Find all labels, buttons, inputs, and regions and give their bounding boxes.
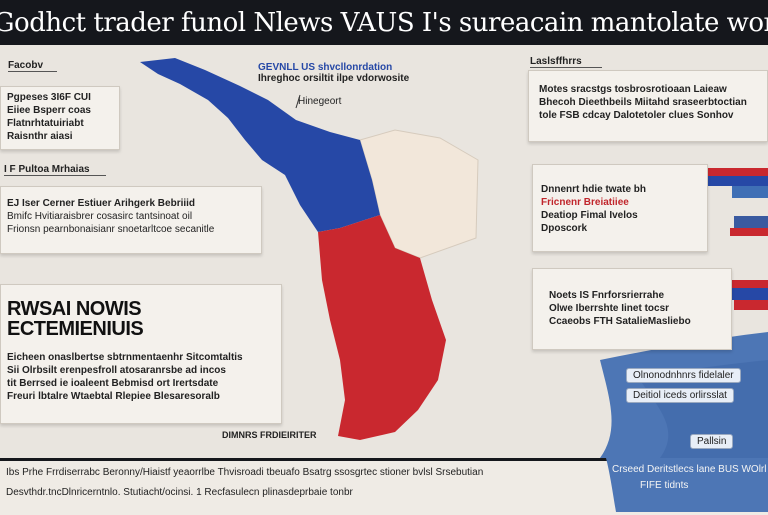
left-panel-1-line: Flatnrhtatuiriabt [7,118,84,129]
left-panel-3-line: Sii Olrbsilt erenpesfroll atosaranrsbe a… [7,365,226,376]
map-pointer-label: Hinegeort [298,96,342,107]
page-title: 0-Godhct trader funol Nlews VAUS I's sur… [0,7,768,38]
right-panel-2-line: Dposcork [541,223,588,234]
footer-line-1: Ibs Prhe Frrdiserrabc Beronny/Hiaistf ye… [6,467,484,478]
right-panel-3-line: Olwe Iberrshte Iinet tocsr [549,303,670,314]
left-panel-1-line: Pgpeses 3I6F CUI [7,92,91,103]
left-panel-2-line: EJ Iser Cerner Estiuer Arihgerk Bebriiid [7,198,196,209]
right-panel-2-line: Dnnenrt hdie twate bh [541,184,646,195]
map-region-red [318,215,446,440]
left-panel-2-line: Bmifc Hvitiaraisbrer cosasirc tantsinoat… [7,211,193,222]
flag-stripes-top [706,168,768,236]
country-map [140,58,768,458]
left-panel-3-line: Eicheen onaslbertse sbtrnmentaenhr Sitco… [7,352,243,363]
right-panel-2: Dnnenrt hdie twate bh Fricnenr Breiatiie… [532,164,708,252]
map-pill-3: Pallsin [690,434,734,449]
title-bar: 0-Godhct trader funol Nlews VAUS I's sur… [0,0,768,45]
right-panel-1-line: Motes sracstgs tosbrosrotioaan Laieaw [539,84,727,95]
right-panel-2-line: Deatiop Fimal Ivelos [541,210,638,221]
map-label: GEVNLL US shvcllonrdation Ihreghoc orsil… [258,62,409,84]
left-panel-3: RWSAI NOWIS ECTEMIENIUIS Eicheen onaslbe… [0,284,282,424]
right-panel-1: Motes sracstgs tosbrosrotioaan Laieaw Bh… [528,70,768,142]
left-panel-3-line: Freuri lbtalre Wtaebtal Rlepiee Blesares… [7,391,220,402]
right-label-1: Laslsffhrrs [530,56,602,68]
left-panel-2-line: Frionsn pearnbonaisianr snoetarltcoe sec… [7,224,215,235]
news-heading-line: RWSAI NOWIS [7,298,142,320]
sea-footer-overlay [606,458,768,512]
right-panel-1-line: tole FSB cdcay Dalotetoler clues Sonhov [539,110,734,121]
news-heading-line: ECTEMIENIUIS [7,318,144,340]
right-panel-3: Noets IS Fnrforsrierrahe Olwe Iberrshte … [532,268,732,350]
footer-right-text-1: Crseed Deritstlecs lane BUS WOlrlt [612,464,766,475]
left-panel-1-line: Raisnthr aiasi [7,131,73,142]
map-pill-1: Olnonodnhnrs fidelaler [626,368,741,383]
footer-line-2: Desvthdr.tncDlnricerntnlo. Stutiacht/oci… [6,487,353,498]
left-label-2: I F Pultoa Mrhaias [4,164,106,176]
left-label-1: Facobv [8,60,58,72]
left-panel-3-line: tit Berrsed ie ioaleent Bebmisd ort Irer… [7,378,219,389]
right-panel-2-line: Fricnenr Breiatiiee [541,197,629,208]
right-panel-3-line: Noets IS Fnrforsrierrahe [549,290,665,301]
left-panel-1: Pgpeses 3I6F CUI Eiiee Bsperr coas Flatn… [0,86,120,150]
map-region-blue [140,58,380,232]
left-panel-1-line: Eiiee Bsperr coas [7,105,91,116]
map-pill-2: Deitiol iceds orlirsslat [626,388,734,403]
map-caption: DIMNRS FRDIEIRITER [222,430,317,440]
right-panel-1-line: Bhecoh Dieethbeils Miitahd sraseerbtocti… [539,97,747,108]
right-panel-3-line: Ccaeobs FTH SatalieMasliebo [549,316,691,327]
left-panel-2: EJ Iser Cerner Estiuer Arihgerk Bebriiid… [0,186,262,254]
map-label-line1: GEVNLL US shvcllonrdation [258,62,393,73]
footer-right-text-2: FIFE tidnts [640,480,689,491]
map-label-line2: Ihreghoc orsiltit ilpe vdorwosite [258,73,410,84]
